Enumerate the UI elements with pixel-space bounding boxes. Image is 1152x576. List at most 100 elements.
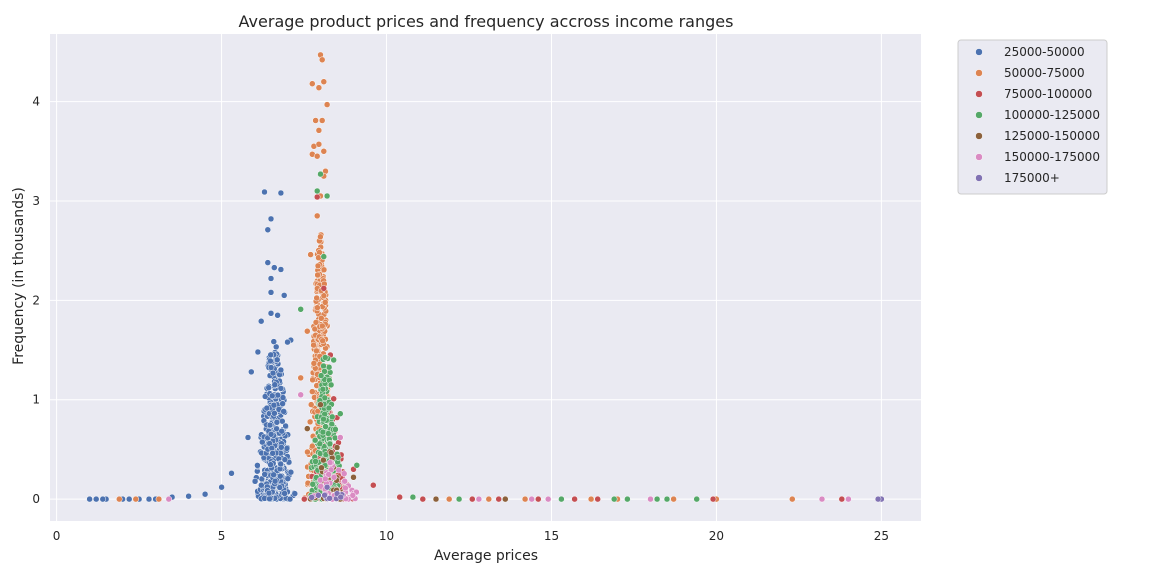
data-point <box>99 495 107 503</box>
data-point <box>838 495 846 503</box>
data-point <box>310 360 318 367</box>
data-point <box>267 461 274 468</box>
data-point <box>273 356 281 364</box>
data-point <box>281 490 288 497</box>
data-point <box>326 459 334 466</box>
data-point <box>307 401 315 408</box>
data-point <box>277 472 284 480</box>
legend-label: 175000+ <box>1004 171 1060 185</box>
data-point <box>86 495 93 503</box>
data-point <box>323 483 331 491</box>
data-point <box>314 271 321 279</box>
data-point <box>321 394 329 402</box>
data-point <box>313 294 320 302</box>
data-point <box>318 117 326 124</box>
data-point <box>320 292 328 299</box>
legend-label: 100000-125000 <box>1004 108 1100 122</box>
data-point <box>326 495 333 502</box>
data-point <box>297 374 304 382</box>
data-point <box>396 493 403 501</box>
data-point <box>535 495 542 503</box>
data-point <box>291 490 299 497</box>
data-point <box>313 193 321 201</box>
data-point <box>251 478 259 485</box>
data-point <box>261 393 269 400</box>
data-point <box>818 495 826 503</box>
data-point <box>610 495 618 503</box>
data-point <box>317 401 324 408</box>
series-175000+ <box>308 483 885 503</box>
data-point <box>327 381 335 389</box>
data-point <box>323 101 331 108</box>
data-point <box>282 422 289 430</box>
data-point <box>318 315 325 322</box>
data-point <box>333 444 341 451</box>
data-point <box>278 427 285 435</box>
data-point <box>330 356 337 364</box>
data-point <box>594 495 601 503</box>
data-point <box>271 477 279 485</box>
data-point <box>263 404 271 412</box>
data-point <box>267 357 274 365</box>
data-point <box>316 440 324 448</box>
data-point <box>419 495 427 503</box>
data-point <box>132 495 140 503</box>
grid-lines <box>50 34 921 521</box>
data-point <box>254 348 262 356</box>
data-point <box>571 495 578 503</box>
data-point <box>277 189 285 197</box>
data-point <box>265 384 272 391</box>
y-tick-label: 0 <box>32 492 40 506</box>
data-point <box>320 362 327 370</box>
data-point <box>337 493 344 501</box>
data-point <box>587 495 595 503</box>
data-point <box>244 434 252 441</box>
data-point <box>125 495 133 503</box>
data-point <box>432 495 440 503</box>
data-point <box>320 253 328 260</box>
legend-box <box>957 39 1108 195</box>
data-point <box>270 338 278 345</box>
data-point <box>281 456 289 463</box>
legend-label: 125000-150000 <box>1004 129 1100 143</box>
plot-area <box>50 34 921 521</box>
data-point <box>270 401 278 409</box>
data-point <box>304 425 311 432</box>
data-point <box>259 438 266 446</box>
data-point <box>92 495 100 503</box>
data-point <box>409 493 417 501</box>
data-point <box>313 347 320 355</box>
x-tick-label: 25 <box>874 529 889 543</box>
data-point <box>266 421 274 429</box>
data-point <box>475 495 483 503</box>
x-axis-ticks: 0 5 10 15 20 25 <box>53 529 889 543</box>
data-point <box>261 188 268 196</box>
data-point <box>370 481 377 489</box>
data-point <box>277 266 285 273</box>
data-point <box>309 80 316 87</box>
data-point <box>326 440 334 448</box>
data-point <box>116 495 123 503</box>
data-point <box>319 385 327 393</box>
data-point <box>145 495 153 503</box>
data-point <box>315 492 322 499</box>
series-25000-50000 <box>86 188 299 503</box>
data-point <box>315 254 322 261</box>
data-point <box>185 492 192 500</box>
data-point <box>264 259 272 266</box>
data-point <box>349 492 357 499</box>
data-point <box>320 78 328 85</box>
data-point <box>320 266 328 274</box>
data-point <box>693 495 700 503</box>
data-point <box>521 495 529 503</box>
data-point <box>276 484 284 491</box>
data-point <box>258 481 265 489</box>
data-point <box>267 289 275 296</box>
data-point <box>280 292 288 299</box>
data-point <box>284 475 292 482</box>
data-point <box>334 454 342 461</box>
data-point <box>789 495 796 503</box>
data-point <box>320 285 328 292</box>
legend-marker <box>975 153 983 161</box>
legend-marker <box>975 69 983 77</box>
